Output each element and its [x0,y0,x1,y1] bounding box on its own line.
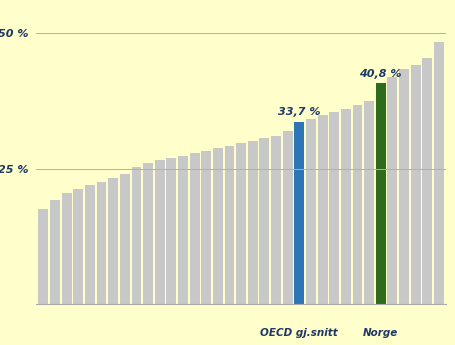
Bar [388,77,397,304]
Bar [38,209,48,304]
Bar [294,121,304,304]
Bar [108,178,118,304]
Bar [376,83,386,304]
Bar [96,182,106,304]
Bar [341,109,351,304]
Bar [167,158,176,304]
Bar [178,156,188,304]
Bar [155,160,165,304]
Bar [62,193,71,304]
Bar [283,131,293,304]
Bar [236,143,246,304]
Bar [85,185,95,304]
Bar [120,174,130,304]
Bar [399,69,409,304]
Bar [422,58,432,304]
Bar [271,136,281,304]
Bar [318,115,328,304]
Bar [306,119,316,304]
Text: Norge: Norge [363,328,399,338]
Bar [353,105,363,304]
Bar [73,188,83,304]
Bar [131,167,142,304]
Bar [50,200,60,304]
Bar [411,65,420,304]
Bar [201,151,211,304]
Text: 33,7 %: 33,7 % [278,107,321,117]
Bar [225,146,234,304]
Text: 40,8 %: 40,8 % [359,69,402,79]
Bar [143,163,153,304]
Bar [329,112,339,304]
Text: OECD gj.snitt: OECD gj.snitt [260,328,338,338]
Bar [213,148,223,304]
Bar [364,101,374,304]
Bar [248,141,258,304]
Bar [190,154,200,304]
Bar [259,138,269,304]
Bar [434,41,444,304]
